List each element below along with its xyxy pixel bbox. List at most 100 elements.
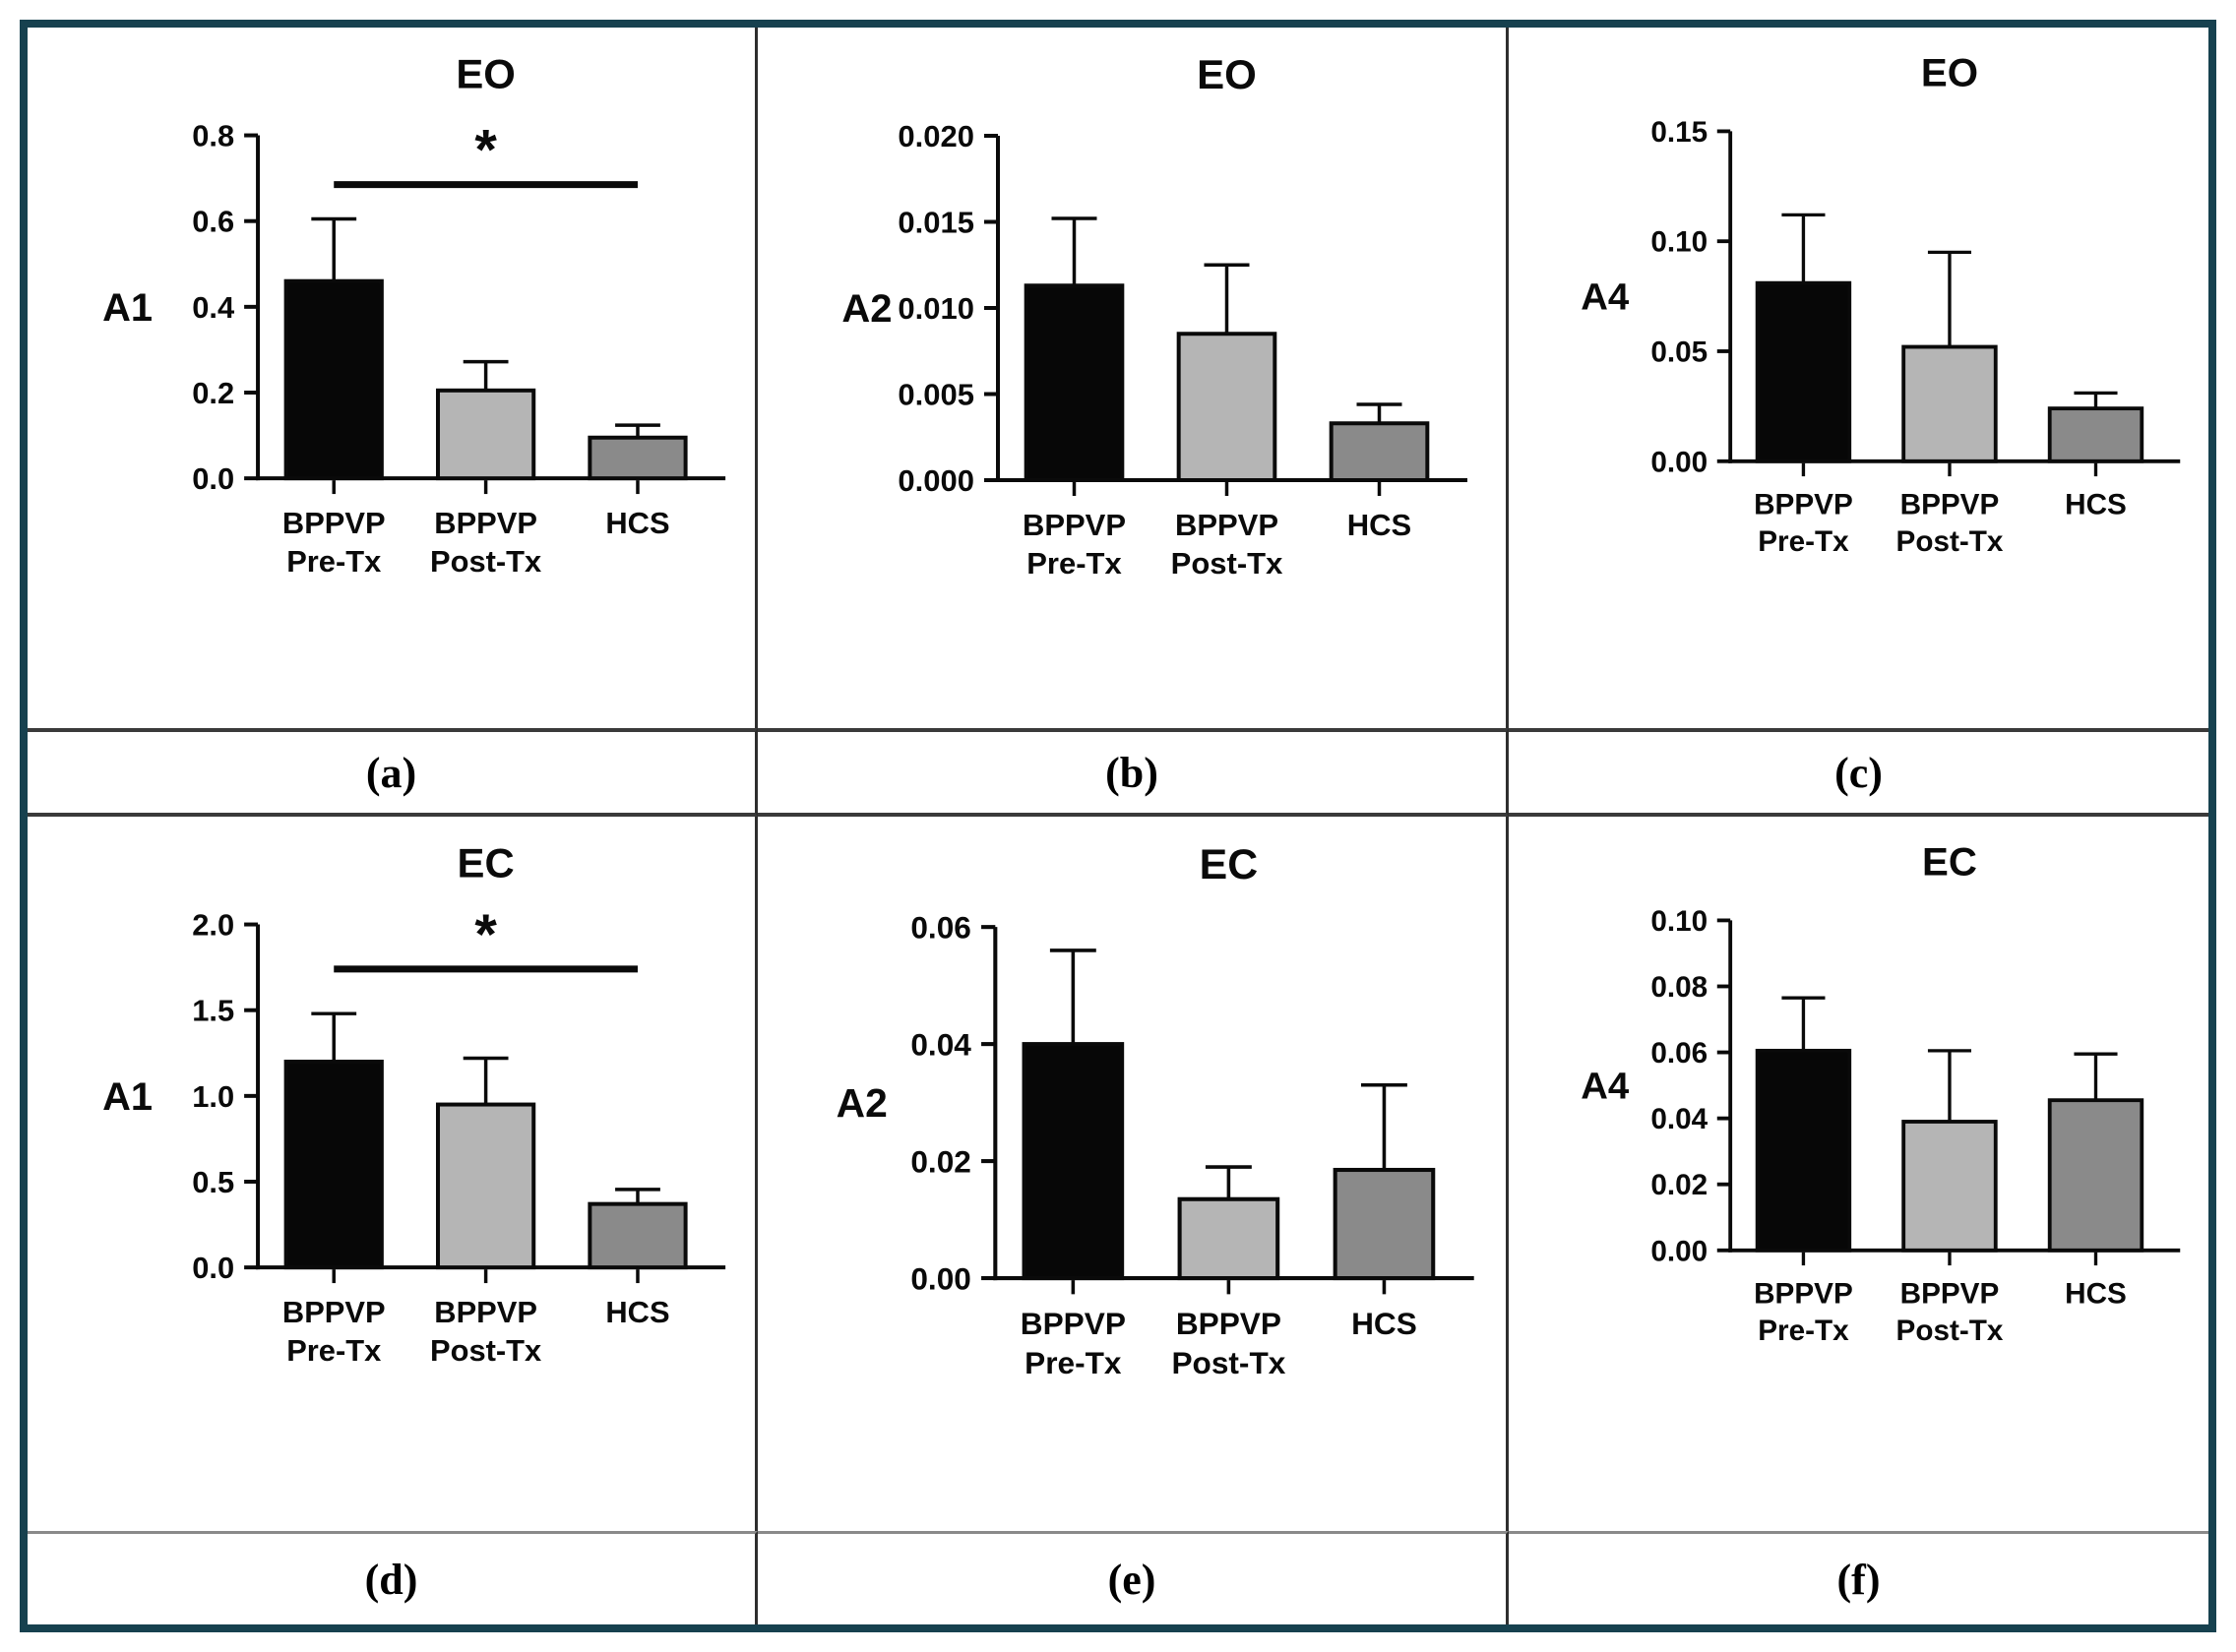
svg-text:0.0: 0.0	[192, 461, 234, 496]
svg-text:0.6: 0.6	[192, 205, 234, 239]
panel-c-caption: (c)	[1509, 728, 2208, 817]
svg-text:0.06: 0.06	[910, 909, 971, 945]
figure-frame: EO A1 0.0 0.2 0.4 0.6 0.8 BPPVP Pre-Tx BPPVP Post-…	[20, 20, 2216, 1632]
svg-text:1.0: 1.0	[192, 1079, 234, 1114]
svg-text:BPPVP: BPPVP	[282, 1295, 386, 1329]
panel-f-bar-chart: EC A4 0.00 0.02 0.04 0.06 0.08 0.10 BPPVP Pre-Tx B…	[1581, 839, 2181, 1347]
panel-d-caption: (d)	[28, 1531, 758, 1624]
panel-a-bar-chart: EO A1 0.0 0.2 0.4 0.6 0.8 BPPVP Pre-Tx BPPVP Post-…	[102, 51, 726, 579]
svg-text:0.04: 0.04	[910, 1026, 971, 1062]
svg-text:0.02: 0.02	[910, 1143, 971, 1179]
panel-d-bar-chart: EC A1 0.0 0.5 1.0 1.5 2.0 BPPVP Pre-Tx BPPVP Post-…	[102, 840, 726, 1368]
svg-text:0.000: 0.000	[898, 463, 974, 498]
svg-text:Pre-Tx: Pre-Tx	[1758, 525, 1849, 558]
svg-text:Post-Tx: Post-Tx	[430, 544, 541, 579]
panel-b-cell: EO A2 0.000 0.005 0.010 0.015 0.020 BPPVP Pre-Tx…	[758, 28, 1509, 728]
panel-label-e: (e)	[1107, 1555, 1156, 1604]
svg-text:A1: A1	[102, 286, 153, 330]
svg-text:0.00: 0.00	[1650, 1235, 1708, 1267]
svg-text:EO: EO	[1921, 50, 1978, 94]
svg-text:0.4: 0.4	[192, 290, 234, 325]
svg-text:BPPVP: BPPVP	[1900, 488, 2000, 520]
svg-text:Post-Tx: Post-Tx	[1896, 1315, 2004, 1347]
svg-text:BPPVP: BPPVP	[1900, 1277, 2000, 1310]
svg-text:0.010: 0.010	[898, 291, 974, 326]
panel-a-cell: EO A1 0.0 0.2 0.4 0.6 0.8 BPPVP Pre-Tx BPPVP Post-…	[28, 28, 758, 728]
svg-text:A4: A4	[1581, 1066, 1630, 1108]
panel-label-d: (d)	[364, 1555, 418, 1604]
svg-text:BPPVP: BPPVP	[282, 506, 386, 540]
panel-e-cell: EC A2 0.00 0.02 0.04 0.06 BPPVP Pre-Tx BPPVP Post…	[758, 817, 1509, 1531]
svg-text:A4: A4	[1581, 276, 1630, 319]
svg-text:Post-Tx: Post-Tx	[1171, 546, 1283, 581]
svg-text:0.5: 0.5	[192, 1165, 234, 1199]
svg-text:HCS: HCS	[1347, 508, 1411, 542]
svg-text:BPPVP: BPPVP	[1754, 1277, 1853, 1310]
panel-f-cell: EC A4 0.00 0.02 0.04 0.06 0.08 0.10 BPPVP Pre-Tx B…	[1509, 817, 2208, 1531]
svg-text:*: *	[474, 903, 497, 966]
svg-text:Post-Tx: Post-Tx	[1896, 525, 2004, 558]
svg-text:HCS: HCS	[605, 506, 669, 540]
svg-text:EO: EO	[456, 51, 515, 97]
panel-label-f: (f)	[1836, 1555, 1881, 1604]
panel-c-cell: EO A4 0.00 0.05 0.10 0.15 BPPVP Pre-Tx BPPVP Post…	[1509, 28, 2208, 728]
panel-c-bar-chart: EO A4 0.00 0.05 0.10 0.15 BPPVP Pre-Tx BPPVP Post…	[1581, 50, 2181, 558]
svg-text:EC: EC	[1922, 839, 1977, 884]
svg-text:BPPVP: BPPVP	[434, 1295, 537, 1329]
svg-text:BPPVP: BPPVP	[434, 506, 537, 540]
svg-text:0.2: 0.2	[192, 376, 234, 410]
svg-text:Pre-Tx: Pre-Tx	[286, 1333, 381, 1368]
svg-text:Pre-Tx: Pre-Tx	[286, 544, 381, 579]
panel-label-c: (c)	[1834, 748, 1883, 797]
svg-text:A2: A2	[837, 1080, 888, 1126]
svg-text:Pre-Tx: Pre-Tx	[1026, 546, 1122, 581]
svg-text:A1: A1	[102, 1075, 153, 1119]
svg-text:0.0: 0.0	[192, 1251, 234, 1285]
svg-text:Post-Tx: Post-Tx	[430, 1333, 541, 1368]
panel-e-bar-chart: EC A2 0.00 0.02 0.04 0.06 BPPVP Pre-Tx BPPVP Post…	[837, 841, 1474, 1380]
svg-text:Post-Tx: Post-Tx	[1171, 1345, 1285, 1380]
svg-text:EC: EC	[1200, 841, 1258, 888]
svg-text:0.06: 0.06	[1650, 1037, 1708, 1070]
svg-text:BPPVP: BPPVP	[1023, 508, 1126, 542]
svg-text:BPPVP: BPPVP	[1754, 488, 1853, 520]
svg-text:HCS: HCS	[1351, 1306, 1417, 1341]
svg-text:Pre-Tx: Pre-Tx	[1758, 1315, 1849, 1347]
panel-f-caption: (f)	[1509, 1531, 2208, 1624]
svg-text:BPPVP: BPPVP	[1021, 1306, 1126, 1341]
svg-text:0.020: 0.020	[898, 119, 974, 153]
svg-text:BPPVP: BPPVP	[1175, 508, 1278, 542]
svg-text:1.5: 1.5	[192, 994, 234, 1028]
svg-text:0.10: 0.10	[1650, 905, 1708, 938]
panel-label-a: (a)	[365, 748, 417, 797]
svg-text:HCS: HCS	[605, 1295, 669, 1329]
svg-text:0.05: 0.05	[1650, 337, 1708, 369]
svg-text:2.0: 2.0	[192, 908, 234, 943]
svg-text:0.10: 0.10	[1650, 226, 1708, 259]
panel-b-caption: (b)	[758, 728, 1509, 817]
panel-e-caption: (e)	[758, 1531, 1509, 1624]
svg-text:HCS: HCS	[2065, 488, 2127, 520]
panel-b-bar-chart: EO A2 0.000 0.005 0.010 0.015 0.020 BPPVP Pre-Tx…	[841, 51, 1467, 581]
svg-text:0.08: 0.08	[1650, 971, 1708, 1004]
svg-text:A2: A2	[841, 287, 892, 331]
panel-grid: EO A1 0.0 0.2 0.4 0.6 0.8 BPPVP Pre-Tx BPPVP Post-…	[28, 28, 2208, 1624]
svg-text:EO: EO	[1197, 51, 1257, 97]
svg-text:0.02: 0.02	[1650, 1169, 1708, 1201]
svg-text:0.00: 0.00	[910, 1260, 971, 1296]
svg-text:0.00: 0.00	[1650, 446, 1708, 478]
svg-text:0.8: 0.8	[192, 119, 234, 153]
panel-label-b: (b)	[1105, 748, 1158, 797]
svg-text:*: *	[474, 119, 497, 182]
svg-text:HCS: HCS	[2065, 1277, 2127, 1310]
svg-text:0.04: 0.04	[1650, 1103, 1708, 1135]
panel-a-caption: (a)	[28, 728, 758, 817]
svg-text:BPPVP: BPPVP	[1176, 1306, 1281, 1341]
svg-text:0.005: 0.005	[898, 378, 974, 412]
svg-text:EC: EC	[458, 840, 515, 887]
svg-text:0.15: 0.15	[1650, 116, 1708, 149]
panel-d-cell: EC A1 0.0 0.5 1.0 1.5 2.0 BPPVP Pre-Tx BPPVP Post-…	[28, 817, 758, 1531]
svg-text:0.015: 0.015	[898, 206, 974, 240]
svg-text:Pre-Tx: Pre-Tx	[1025, 1345, 1122, 1380]
